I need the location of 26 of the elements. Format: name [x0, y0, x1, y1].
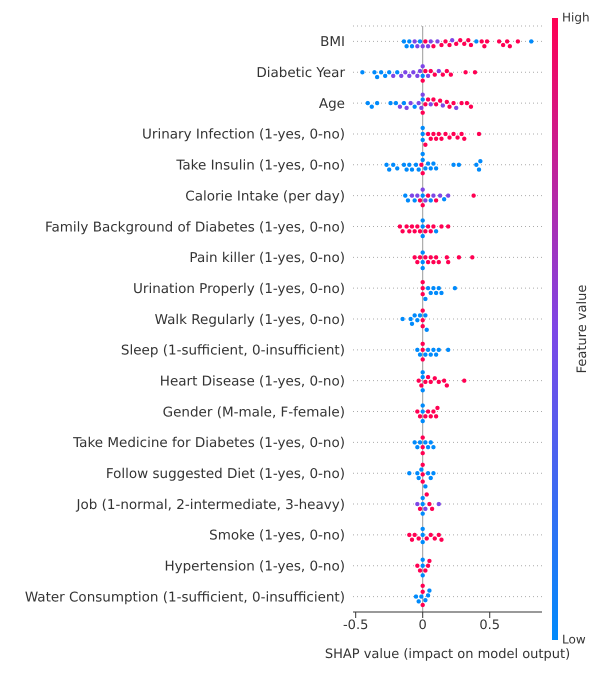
y-tick-label: Calorie Intake (per day) — [185, 188, 345, 204]
x-tick-label: -0.5 — [342, 618, 368, 634]
y-tick-label: Walk Regularly (1-yes, 0-no) — [154, 312, 345, 328]
x-axis-title: SHAP value (impact on model output) — [324, 647, 570, 662]
y-tick-label: Gender (M-male, F-female) — [162, 404, 345, 420]
y-tick-label: Sleep (1-sufficient, 0-insufficient) — [120, 342, 345, 359]
color-bar-label: Low — [562, 632, 586, 646]
x-tick-label: 0 — [418, 618, 427, 634]
y-tick-label: BMI — [320, 34, 345, 50]
y-tick-label: Hypertension (1-yes, 0-no) — [164, 558, 345, 575]
color-bar-label: High — [562, 10, 590, 24]
y-tick-label: Job (1-normal, 2-intermediate, 3-heavy) — [76, 496, 345, 513]
x-tick-label: 0.5 — [479, 618, 500, 634]
y-tick-label: Pain killer (1-yes, 0-no) — [189, 250, 345, 266]
color-bar-title: Feature value — [575, 284, 590, 374]
y-tick-label: Follow suggested Diet (1-yes, 0-no) — [106, 466, 345, 482]
y-tick-label: Take Medicine for Diabetes (1-yes, 0-no) — [72, 435, 345, 452]
y-tick-label: Urination Properly (1-yes, 0-no) — [133, 280, 345, 297]
y-tick-label: Water Consumption (1-sufficient, 0-insufficient) — [24, 589, 345, 606]
y-tick-label: Family Background of Diabetes (1-yes, 0-no) — [44, 219, 345, 236]
y-tick-label: Diabetic Year — [256, 65, 346, 82]
y-tick-label: Smoke (1-yes, 0-no) — [209, 528, 345, 544]
y-tick-label: Age — [318, 96, 345, 112]
y-tick-label: Take Insulin (1-yes, 0-no) — [175, 158, 345, 174]
y-tick-label: Heart Disease (1-yes, 0-no) — [160, 373, 345, 390]
y-tick-label: Urinary Infection (1-yes, 0-no) — [142, 126, 345, 143]
